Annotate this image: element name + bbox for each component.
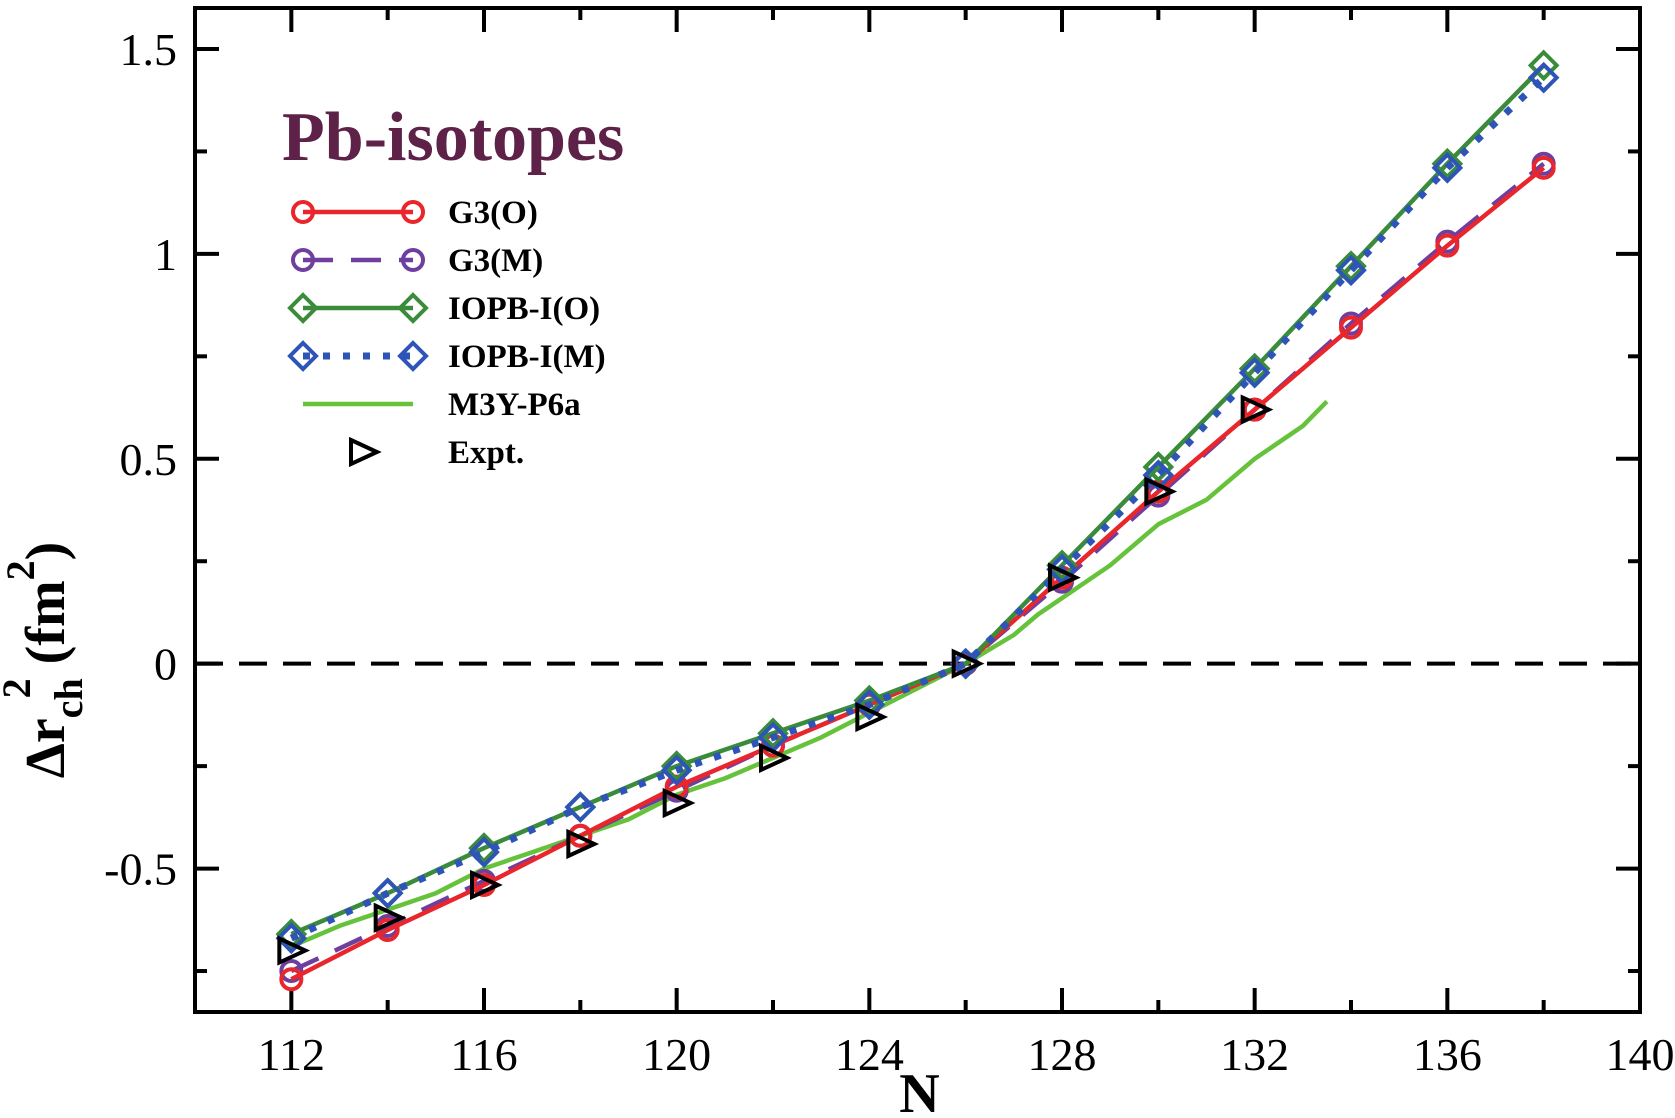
legend-marker bbox=[397, 340, 429, 372]
series-iopb-i-m bbox=[275, 61, 1560, 955]
plot-frame bbox=[193, 6, 1642, 1014]
legend-marker bbox=[287, 340, 319, 372]
x-tick-label: 124 bbox=[835, 1029, 904, 1080]
legend-marker bbox=[287, 292, 319, 324]
legend-marker bbox=[291, 200, 315, 224]
data-point-expt bbox=[951, 648, 985, 679]
data-point-g3-o bbox=[1435, 233, 1460, 258]
legend-entry-iopb-i-o: IOPB-I(O) bbox=[287, 291, 600, 327]
data-point-iopb-i-m bbox=[1142, 459, 1175, 491]
y-tick-label: 0.5 bbox=[120, 434, 178, 485]
series-layer bbox=[275, 49, 1560, 992]
legend-marker bbox=[291, 248, 315, 272]
legend-entry-g3-m: G3(M) bbox=[291, 243, 543, 279]
y-tick-label: 1.5 bbox=[120, 24, 178, 75]
legend-entry-iopb-i-m: IOPB-I(M) bbox=[287, 339, 606, 375]
data-point-iopb-i-m bbox=[660, 754, 693, 787]
data-point-iopb-i-o bbox=[1142, 451, 1175, 483]
x-tick-label: 112 bbox=[258, 1029, 325, 1080]
x-tick-label: 128 bbox=[1028, 1029, 1097, 1080]
legend-label: G3(M) bbox=[448, 243, 543, 279]
y-label-base: Δr bbox=[15, 718, 77, 778]
data-point-expt bbox=[662, 787, 696, 819]
legend-label: G3(O) bbox=[448, 195, 538, 231]
data-point-iopb-i-o bbox=[1335, 250, 1367, 282]
data-point-iopb-i-o bbox=[1527, 49, 1560, 82]
y-label-sub: ch bbox=[46, 678, 91, 718]
legend: G3(O) G3(M) IOPB-I(O) IOPB-I(M) M3Y-P6a Expt. bbox=[287, 195, 606, 471]
legend-marker bbox=[401, 200, 425, 224]
series-iopb-i-o bbox=[275, 49, 1560, 950]
y-label-unit-close: ) bbox=[15, 542, 77, 561]
y-axis-label: Δrch 2 (fm2) bbox=[0, 542, 91, 779]
data-point-iopb-i-m bbox=[564, 791, 597, 823]
data-point-expt bbox=[277, 935, 311, 966]
x-tick-label: 120 bbox=[642, 1029, 711, 1080]
data-point-iopb-i-m bbox=[468, 836, 500, 869]
data-point-iopb-i-o bbox=[660, 750, 693, 782]
series-expt bbox=[277, 394, 1274, 966]
tick-label-layer: 112 116 120 124 128 132 136 140 -0.5 0 0.5 1 1.5 bbox=[104, 24, 1674, 1080]
y-label-unit-open: (fm bbox=[15, 580, 77, 678]
legend-entry-g3-o: G3(O) bbox=[291, 195, 538, 231]
data-point-g3-o bbox=[1339, 315, 1363, 340]
data-point-iopb-i-m bbox=[1431, 151, 1464, 184]
data-point-g3-o bbox=[279, 967, 304, 992]
x-tick-label: 140 bbox=[1606, 1029, 1675, 1080]
data-point-expt bbox=[566, 828, 600, 860]
x-tick-label: 136 bbox=[1413, 1029, 1482, 1080]
data-point-iopb-i-m bbox=[1527, 61, 1560, 94]
legend-entry-m3y-p6a: M3Y-P6a bbox=[303, 387, 581, 423]
y-label-unit-sup: 2 bbox=[0, 560, 43, 580]
data-point-iopb-i-m bbox=[1335, 254, 1367, 287]
y-tick-label: 0 bbox=[154, 639, 177, 690]
data-point-iopb-i-o bbox=[275, 918, 308, 950]
legend-marker bbox=[401, 248, 425, 272]
x-tick-label: 132 bbox=[1220, 1029, 1289, 1080]
data-point-iopb-i-o bbox=[757, 717, 789, 750]
data-point-iopb-i-o bbox=[853, 684, 886, 717]
x-axis-label: N bbox=[899, 1063, 939, 1118]
series-line-iopb-i-o bbox=[290, 63, 1546, 937]
data-point-expt bbox=[1144, 476, 1178, 507]
data-point-iopb-i-m bbox=[853, 688, 886, 721]
y-tick-label: -0.5 bbox=[104, 844, 177, 895]
data-point-expt bbox=[1240, 394, 1274, 425]
chart-title: Pb-isotopes bbox=[282, 99, 624, 176]
svg-text:Δrch2 (fm2): Δrch 2 (fm2) bbox=[0, 542, 91, 779]
legend-label: IOPB-I(M) bbox=[448, 339, 606, 375]
legend-label: IOPB-I(O) bbox=[448, 291, 600, 327]
data-point-expt bbox=[855, 701, 889, 733]
data-point-g3-o bbox=[1531, 155, 1556, 180]
data-point-iopb-i-m bbox=[275, 922, 308, 955]
data-point-iopb-i-o bbox=[1046, 549, 1078, 582]
legend-marker bbox=[397, 292, 429, 324]
data-point-iopb-i-o bbox=[1431, 147, 1464, 180]
legend-marker bbox=[349, 436, 382, 468]
data-point-iopb-i-o bbox=[1238, 352, 1271, 385]
data-point-g3-m bbox=[279, 959, 304, 984]
data-point-expt bbox=[1048, 562, 1081, 593]
y-tick-label: 1 bbox=[154, 229, 177, 280]
legend-label: Expt. bbox=[448, 435, 524, 471]
data-point-iopb-i-m bbox=[371, 877, 404, 909]
series-g3-o bbox=[279, 155, 1556, 992]
legend-label: M3Y-P6a bbox=[448, 387, 581, 423]
data-point-expt bbox=[373, 902, 407, 933]
legend-entry-expt: Expt. bbox=[349, 435, 524, 471]
data-point-expt bbox=[470, 869, 503, 901]
data-point-iopb-i-o bbox=[468, 832, 500, 864]
x-tick-label: 116 bbox=[450, 1029, 517, 1080]
data-point-expt bbox=[759, 742, 792, 774]
data-point-iopb-i-m bbox=[1238, 356, 1271, 389]
y-label-sup: 2 bbox=[0, 678, 39, 698]
